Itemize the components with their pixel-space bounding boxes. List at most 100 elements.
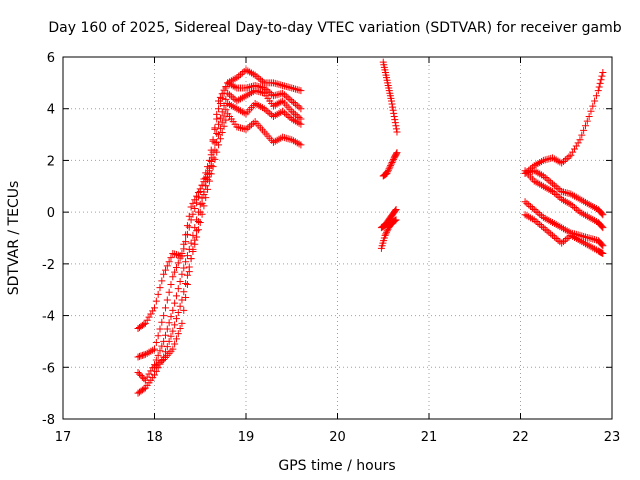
data-point-marker: [585, 234, 593, 242]
data-point-marker: [532, 207, 540, 215]
data-point-marker: [293, 139, 301, 147]
data-point-marker: [558, 195, 566, 203]
data-point-marker: [171, 299, 179, 307]
data-point-marker: [569, 191, 577, 199]
data-point-marker: [171, 321, 179, 329]
data-point-marker: [599, 69, 607, 77]
data-point-marker: [547, 217, 555, 225]
x-tick-label: 22: [512, 430, 529, 445]
data-point-marker: [161, 266, 169, 274]
data-point-marker: [216, 124, 224, 132]
data-point-marker: [247, 82, 255, 90]
data-point-marker: [384, 166, 392, 174]
data-point-marker: [185, 268, 193, 276]
data-point-marker: [277, 90, 285, 98]
y-tick-label: -2: [42, 258, 55, 273]
data-point-marker: [561, 156, 569, 164]
data-point-marker: [222, 82, 230, 90]
data-point-marker: [171, 268, 179, 276]
data-point-marker: [282, 82, 290, 90]
data-point-marker: [521, 198, 529, 206]
data-point-marker: [561, 197, 569, 205]
data-point-marker: [539, 156, 547, 164]
data-point-marker: [240, 125, 248, 133]
data-point-marker: [570, 192, 578, 200]
data-point-marker: [215, 120, 223, 128]
series-track-12: [521, 167, 607, 219]
data-point-marker: [578, 209, 586, 217]
x-axis-ticks: 17 18 19 20 21 22 23: [55, 57, 620, 445]
data-point-marker: [381, 231, 389, 239]
series-track-8: [377, 216, 400, 252]
data-point-marker: [545, 185, 553, 193]
data-point-marker: [530, 206, 538, 214]
data-point-marker: [567, 190, 575, 198]
data-point-marker: [204, 163, 212, 171]
data-point-marker: [589, 202, 597, 210]
data-point-marker: [561, 188, 569, 196]
data-point-marker: [156, 284, 164, 292]
data-point-marker: [151, 345, 158, 353]
data-point-marker: [182, 238, 190, 246]
data-point-marker: [552, 221, 560, 229]
grid-lines: [63, 57, 612, 419]
data-point-marker: [297, 141, 305, 149]
data-point-marker: [266, 89, 274, 97]
data-point-marker: [277, 108, 285, 116]
data-point-marker: [580, 210, 588, 218]
data-point-marker: [273, 91, 281, 99]
data-point-marker: [572, 205, 580, 213]
data-point-marker: [275, 135, 283, 143]
data-point-marker: [160, 312, 168, 320]
data-point-marker: [161, 331, 169, 339]
data-point-marker: [543, 184, 551, 192]
data-point-marker: [284, 94, 292, 102]
data-point-marker: [560, 188, 568, 196]
data-point-marker: [523, 212, 531, 220]
data-point-marker: [266, 109, 274, 117]
data-point-marker: [558, 239, 566, 247]
data-point-marker: [218, 108, 226, 116]
data-point-marker: [189, 231, 197, 239]
data-point-marker: [293, 102, 301, 110]
data-point-marker: [193, 199, 201, 207]
data-point-marker: [178, 252, 186, 260]
data-point-marker: [536, 221, 544, 229]
data-point-marker: [550, 220, 558, 228]
data-point-marker: [218, 90, 226, 98]
data-point-marker: [541, 225, 549, 233]
data-point-marker: [578, 196, 586, 204]
data-point-marker: [570, 203, 578, 211]
data-point-marker: [238, 124, 246, 132]
data-point-marker: [290, 116, 298, 124]
data-point-marker: [149, 346, 157, 354]
data-point-marker: [171, 340, 179, 348]
data-point-marker: [167, 313, 175, 321]
data-point-marker: [598, 241, 606, 249]
data-point-marker: [521, 169, 529, 177]
data-point-marker: [534, 169, 542, 177]
data-point-marker: [387, 97, 395, 105]
data-point-marker: [291, 117, 299, 125]
data-point-marker: [589, 215, 597, 223]
data-point-marker: [154, 332, 162, 340]
data-point-marker: [271, 101, 279, 109]
data-point-marker: [178, 270, 186, 278]
data-point-marker: [541, 156, 549, 164]
data-point-marker: [205, 164, 213, 172]
data-point-marker: [277, 81, 285, 89]
data-point-marker: [549, 218, 557, 226]
data-point-marker: [558, 224, 566, 232]
data-point-marker: [222, 95, 230, 103]
data-point-marker: [140, 385, 148, 393]
data-point-marker: [539, 224, 547, 232]
data-point-marker: [269, 112, 277, 120]
data-point-marker: [196, 200, 204, 208]
data-point-marker: [134, 368, 142, 376]
data-point-marker: [152, 338, 160, 346]
data-point-marker: [297, 105, 305, 113]
data-point-marker: [521, 211, 529, 219]
data-point-marker: [280, 82, 288, 90]
data-point-marker: [215, 105, 223, 113]
data-point-marker: [545, 216, 553, 224]
